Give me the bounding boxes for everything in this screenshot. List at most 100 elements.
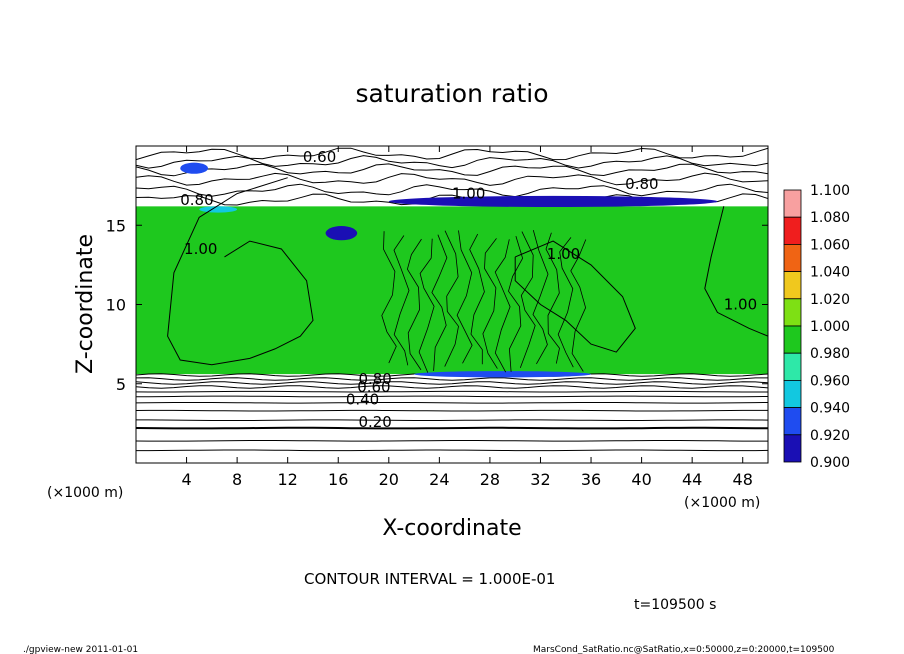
x-axis: 4 8 12 16 20 24 28 32 36 40 44 48 xyxy=(181,146,753,489)
contour-label-9: 0.40 xyxy=(346,391,379,409)
contour-column-1 xyxy=(393,235,410,366)
contour-lower-10 xyxy=(136,440,768,442)
contour-label-10: 0.20 xyxy=(358,413,391,431)
low-saturation-pocket-3 xyxy=(414,371,592,378)
colorbar-label-3: 0.960 xyxy=(810,373,850,389)
contour-lower-2 xyxy=(136,381,768,385)
low-saturation-pocket-1 xyxy=(388,195,718,208)
x-tick-label-8: 36 xyxy=(581,470,601,489)
y-tick-label-1: 10 xyxy=(106,296,126,315)
field-region-0 xyxy=(136,206,768,375)
colorbar-swatch-7 xyxy=(783,379,802,408)
x-tick-label-2: 12 xyxy=(278,470,298,489)
contour-lower-11 xyxy=(136,449,768,452)
contour-column-12 xyxy=(532,229,549,365)
low-saturation-pocket-2 xyxy=(325,226,358,241)
contour-column-11 xyxy=(519,231,536,369)
x-tick-label-7: 32 xyxy=(530,470,550,489)
colorbar-swatch-0 xyxy=(783,189,802,218)
colorbar-label-0: 0.900 xyxy=(810,455,850,471)
contour-label-5: 1.00 xyxy=(547,245,580,263)
colorbar-swatch-1 xyxy=(783,216,802,245)
contour-column-9 xyxy=(494,239,511,373)
chart-title: saturation ratio xyxy=(355,79,548,108)
contour-column-15 xyxy=(570,239,587,372)
contour-column-13 xyxy=(545,232,560,364)
contour-upper-1 xyxy=(136,183,768,198)
contour-lower-6 xyxy=(136,402,768,404)
contour-column-6 xyxy=(456,230,473,364)
contour-lower-7 xyxy=(136,409,768,412)
x-tick-label-10: 44 xyxy=(682,470,702,489)
plot-area: 0.600.800.80 1.001.00 1.001.000.800.600.40… xyxy=(136,146,768,463)
contour-label-4: 1.00 xyxy=(184,240,217,258)
colorbar-swatch-6 xyxy=(783,352,802,381)
contour-label-0: 0.60 xyxy=(303,148,336,166)
colorbar-label-10: 1.100 xyxy=(810,183,850,199)
y-axis-unit: (×1000 m) xyxy=(47,485,123,501)
colorbar: 0.900 0.920 0.940 0.960 0.980 1.000 1.020 1.040… xyxy=(783,183,850,471)
colorbar-label-2: 0.940 xyxy=(810,401,850,417)
contour-inner-left xyxy=(167,177,314,366)
contour-lower-4 xyxy=(136,390,768,393)
colorbar-label-6: 1.020 xyxy=(810,292,850,308)
contour-lower-1 xyxy=(136,377,768,381)
y-axis: 5 10 15 xyxy=(106,216,768,394)
x-tick-label-1: 8 xyxy=(232,470,242,489)
colorbar-label-4: 0.980 xyxy=(810,346,850,362)
contour-column-3 xyxy=(418,238,435,373)
contour-column-0 xyxy=(381,231,397,364)
low-saturation-pocket-0 xyxy=(180,162,209,174)
contour-lower-8 xyxy=(136,419,768,421)
contour-column-10 xyxy=(508,235,524,372)
contour-label-3: 1.00 xyxy=(452,185,485,203)
contour-label-7: 0.80 xyxy=(358,370,391,388)
footer-right: MarsCond_SatRatio.nc@SatRatio,x=0:50000,… xyxy=(533,645,835,654)
x-axis-unit: (×1000 m) xyxy=(684,495,760,511)
x-tick-label-11: 48 xyxy=(733,470,753,489)
x-tick-label-5: 24 xyxy=(429,470,449,489)
contour-lower-3 xyxy=(136,385,768,389)
contour-column-2 xyxy=(406,238,422,371)
colorbar-swatch-5 xyxy=(783,325,802,354)
x-tick-label-0: 4 xyxy=(181,470,191,489)
colorbar-label-8: 1.060 xyxy=(810,237,850,253)
x-tick-label-3: 16 xyxy=(328,470,348,489)
contour-column-8 xyxy=(482,238,498,369)
contour-label-6: 1.00 xyxy=(724,296,757,314)
contour-label-1: 0.80 xyxy=(625,175,658,193)
x-tick-label-9: 40 xyxy=(631,470,651,489)
footer-left: ./gpview-new 2011-01-01 xyxy=(23,645,138,654)
contour-upper-5 xyxy=(136,147,768,161)
colorbar-swatch-3 xyxy=(783,271,802,300)
colorbar-swatch-9 xyxy=(783,434,802,463)
contour-label-8: 0.60 xyxy=(357,378,390,396)
contour-column-5 xyxy=(444,230,459,367)
contour-lower-5 xyxy=(136,395,768,398)
colorbar-swatch-2 xyxy=(783,243,802,272)
x-tick-label-4: 20 xyxy=(379,470,399,489)
contour-column-4 xyxy=(431,234,448,372)
x-axis-label: X-coordinate xyxy=(382,516,521,541)
contour-column-14 xyxy=(557,237,574,368)
contour-interval-text: CONTOUR INTERVAL = 1.000E-01 xyxy=(304,570,555,588)
contour-edge-right xyxy=(704,206,768,337)
colorbar-label-5: 1.000 xyxy=(810,319,850,335)
x-tick-label-6: 28 xyxy=(480,470,500,489)
contour-upper-4 xyxy=(136,155,768,169)
colorbar-label-7: 1.040 xyxy=(810,265,850,281)
colorbar-label-1: 0.920 xyxy=(810,428,850,444)
contour-lower-9 xyxy=(136,426,768,430)
colorbar-label-9: 1.080 xyxy=(810,210,850,226)
contour-upper-2 xyxy=(136,172,768,186)
y-axis-label: Z-coordinate xyxy=(73,234,98,374)
contour-column-7 xyxy=(469,233,485,365)
time-text: t=109500 s xyxy=(634,597,716,613)
y-tick-label-0: 5 xyxy=(116,375,126,394)
colorbar-swatch-8 xyxy=(783,407,802,436)
contour-label-2: 0.80 xyxy=(180,191,213,209)
colorbar-swatch-4 xyxy=(783,298,802,327)
field-region-2 xyxy=(136,374,768,463)
contour-upper-3 xyxy=(136,163,768,177)
